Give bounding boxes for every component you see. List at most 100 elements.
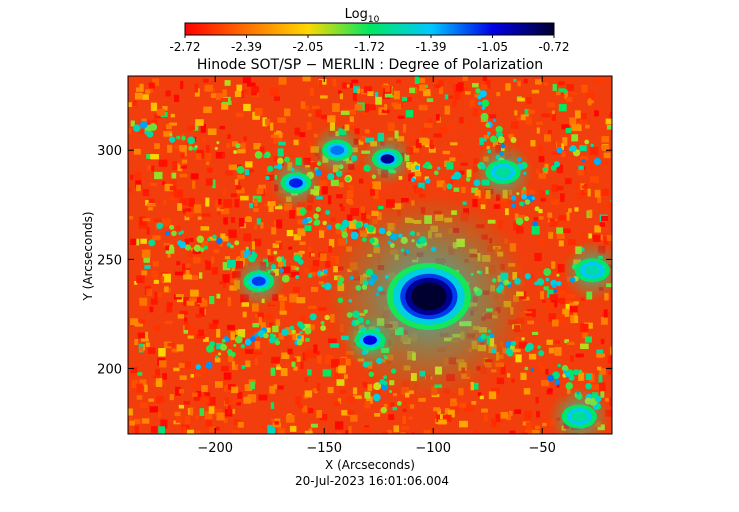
granule xyxy=(547,102,556,108)
plage-contour xyxy=(584,264,601,276)
granule xyxy=(600,390,605,398)
granule xyxy=(164,320,173,324)
granule xyxy=(449,157,456,162)
granule xyxy=(571,315,579,324)
granule xyxy=(466,169,472,178)
granule xyxy=(325,260,331,268)
granule xyxy=(244,169,250,176)
granule xyxy=(532,331,539,335)
granule xyxy=(333,401,340,406)
granule xyxy=(400,432,406,434)
granule xyxy=(596,366,602,371)
granule xyxy=(599,222,606,227)
granule xyxy=(153,279,159,284)
granule xyxy=(532,430,540,434)
granule xyxy=(368,104,376,111)
network-speck xyxy=(233,149,238,155)
granule xyxy=(211,256,215,264)
granule xyxy=(580,297,585,301)
granule xyxy=(264,118,270,126)
granule xyxy=(251,355,256,360)
granule xyxy=(162,181,166,186)
granule xyxy=(245,360,251,368)
granule xyxy=(277,427,286,434)
granule xyxy=(287,348,293,355)
granule xyxy=(258,425,264,432)
granule xyxy=(160,419,168,429)
network-speck xyxy=(215,355,219,359)
network-speck xyxy=(216,237,223,245)
granule xyxy=(341,409,350,416)
network-speck xyxy=(480,112,489,121)
granule xyxy=(378,87,383,92)
granule xyxy=(145,331,149,340)
network-speck xyxy=(273,250,278,255)
network-speck xyxy=(245,246,249,250)
network-speck xyxy=(315,206,321,212)
granule xyxy=(449,178,454,185)
granule xyxy=(580,343,589,350)
granule xyxy=(256,188,264,194)
granule xyxy=(153,325,161,332)
granule xyxy=(291,357,297,363)
granule xyxy=(222,274,230,283)
granule xyxy=(169,185,177,191)
granule xyxy=(558,240,564,247)
granule xyxy=(345,121,354,129)
granule xyxy=(198,329,205,336)
granule xyxy=(293,139,299,146)
granule xyxy=(128,408,133,416)
granule xyxy=(230,408,236,414)
granule xyxy=(307,305,317,309)
granule xyxy=(414,76,420,85)
granule xyxy=(226,143,231,149)
granule xyxy=(154,291,158,300)
granule xyxy=(302,405,308,413)
granule xyxy=(588,98,592,106)
granule xyxy=(330,179,339,187)
granule xyxy=(589,147,599,156)
network-speck xyxy=(552,283,557,289)
granule xyxy=(331,359,340,367)
granule xyxy=(272,422,282,428)
granule xyxy=(147,207,153,211)
granule xyxy=(353,86,360,94)
granule xyxy=(350,208,359,217)
granule xyxy=(135,83,144,92)
x-tick-label: −200 xyxy=(197,441,233,456)
granule xyxy=(557,141,562,149)
network-speck xyxy=(207,237,211,242)
granule xyxy=(245,161,253,168)
granule xyxy=(345,358,351,366)
granule xyxy=(244,384,253,392)
granule xyxy=(277,117,286,123)
granule xyxy=(296,297,306,304)
granule xyxy=(193,204,202,214)
network-speck xyxy=(227,352,232,357)
granule xyxy=(190,373,194,378)
granule xyxy=(551,261,556,269)
granule xyxy=(601,215,609,222)
granule xyxy=(318,230,325,238)
granule xyxy=(316,410,323,418)
granule xyxy=(569,117,577,126)
granule xyxy=(317,355,322,364)
network-speck xyxy=(485,122,491,128)
granule xyxy=(538,216,544,220)
granule xyxy=(409,135,415,139)
granule xyxy=(597,195,602,204)
granule xyxy=(192,180,196,189)
network-speck xyxy=(515,217,524,226)
granule xyxy=(566,97,573,102)
network-speck xyxy=(537,345,541,349)
granule xyxy=(196,297,202,303)
granule xyxy=(538,362,545,372)
network-speck xyxy=(216,141,220,145)
granule xyxy=(144,384,148,393)
granule xyxy=(569,355,574,363)
network-speck xyxy=(214,146,218,151)
granule xyxy=(294,356,301,362)
granule xyxy=(545,368,549,375)
granule xyxy=(180,80,184,90)
granule xyxy=(346,396,355,402)
